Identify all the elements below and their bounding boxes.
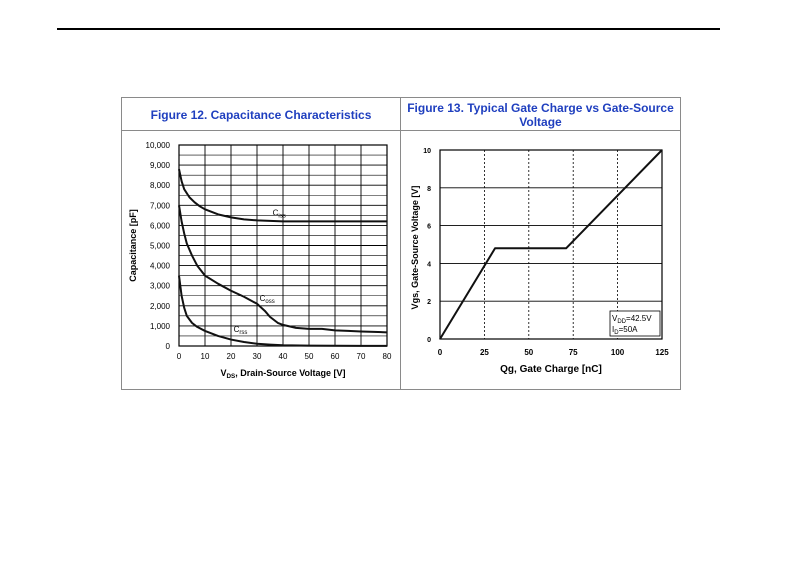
y-tick-label: 6,000 xyxy=(150,221,171,230)
plot-area-border xyxy=(439,149,663,340)
y-tick-label: 0 xyxy=(427,337,431,344)
capacitance-chart: 0 1,000 2,000 3,000 4,000 5,000 6,000 7,000 8,00… xyxy=(128,141,392,380)
x-tick-label: 70 xyxy=(357,352,366,361)
y-tick-label: 0 xyxy=(166,342,171,351)
series-coss-line xyxy=(178,205,388,334)
vgs-curve xyxy=(439,149,663,340)
y-tick-label: 8,000 xyxy=(150,181,171,190)
x-tick-label: 75 xyxy=(569,348,578,357)
x-axis-label: VDS, Drain-Source Voltage [V] xyxy=(220,368,345,380)
y-tick-label: 9,000 xyxy=(150,161,171,170)
x-tick-label: 50 xyxy=(524,348,533,357)
y-axis-label: Vgs, Gate-Source Voltage [V] xyxy=(410,186,420,310)
y-tick-label: 6 xyxy=(427,224,431,231)
y-tick-label: 7,000 xyxy=(150,201,171,210)
figure-table-frame xyxy=(121,97,681,390)
figure-header-rule xyxy=(121,130,681,131)
x-tick-label: 0 xyxy=(438,348,443,357)
x-tick-label: 10 xyxy=(201,352,210,361)
condition-id: ID=50A xyxy=(612,325,638,336)
series-ciss-line xyxy=(178,168,387,223)
series-ciss-label: Ciss xyxy=(273,208,286,219)
condition-vdd: VDD=42.5V xyxy=(612,314,652,325)
y-tick-label: 5,000 xyxy=(150,242,171,251)
x-tick-label: 80 xyxy=(383,352,392,361)
x-tick-label: 0 xyxy=(177,352,182,361)
y-tick-label: 4 xyxy=(427,261,431,268)
x-tick-label: 40 xyxy=(279,352,288,361)
figure-divider xyxy=(400,97,401,390)
series-coss-label: Coss xyxy=(260,294,275,305)
y-tick-label: 2,000 xyxy=(150,302,171,311)
header-rule xyxy=(57,28,720,30)
x-tick-label: 25 xyxy=(480,348,489,357)
figure-12-title: Figure 12. Capacitance Characteristics xyxy=(150,108,372,122)
y-tick-label: 1,000 xyxy=(150,322,171,331)
y-tick-label: 10,000 xyxy=(146,141,171,150)
conditions-box xyxy=(609,310,661,337)
y-tick-label: 8 xyxy=(427,186,431,193)
x-tick-label: 60 xyxy=(331,352,340,361)
x-tick-label: 30 xyxy=(253,352,262,361)
y-tick-label: 2 xyxy=(427,299,431,306)
y-tick-label: 10 xyxy=(423,148,431,155)
y-tick-label: 3,000 xyxy=(150,282,171,291)
figure-13-title: Figure 13. Typical Gate Charge vs Gate-S… xyxy=(407,101,674,129)
x-axis-label: Qg, Gate Charge [nC] xyxy=(500,364,602,375)
x-tick-label: 20 xyxy=(227,352,236,361)
x-tick-label: 100 xyxy=(611,348,625,357)
x-tick-label: 125 xyxy=(655,348,669,357)
series-crss-line xyxy=(178,275,387,347)
y-tick-label: 4,000 xyxy=(150,262,171,271)
series-crss-label: Crss xyxy=(234,325,248,336)
y-axis-label: Capacitance [pF] xyxy=(128,209,138,282)
x-tick-label: 50 xyxy=(305,352,314,361)
